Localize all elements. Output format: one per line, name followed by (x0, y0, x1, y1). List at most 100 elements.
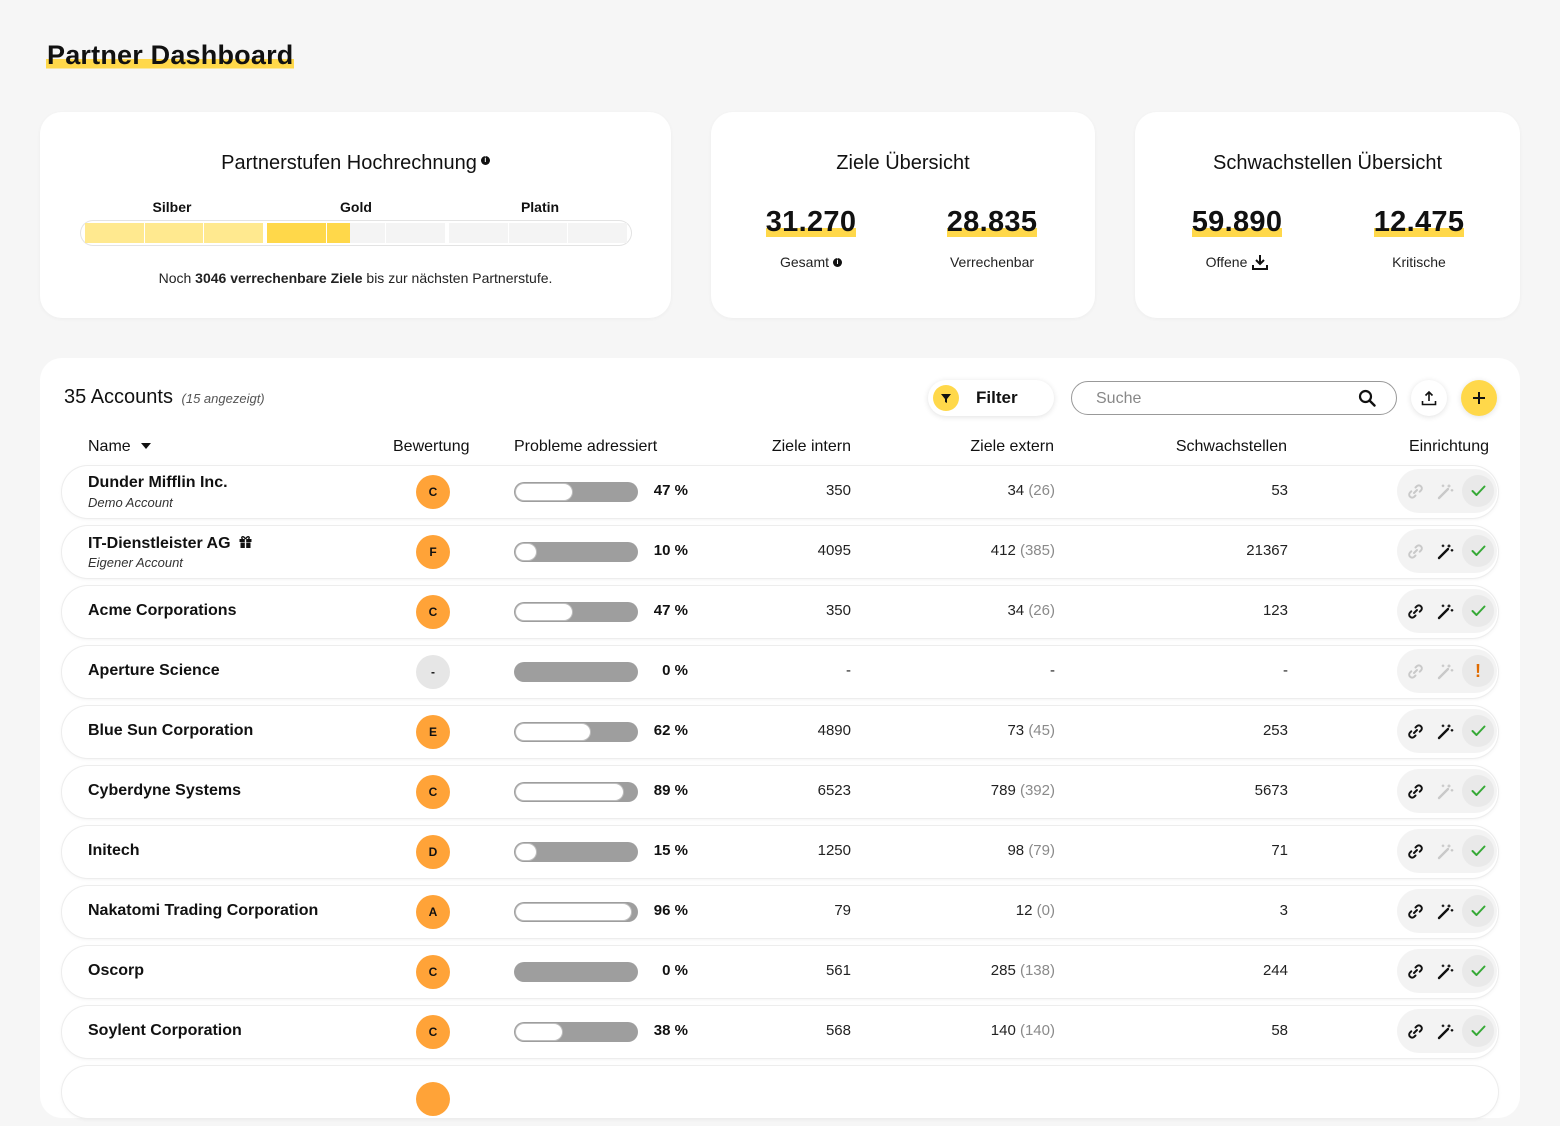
problems-percent: 38 % (653, 1022, 688, 1039)
col-problems[interactable]: Probleme adressiert (514, 438, 658, 455)
account-name[interactable]: Initech (88, 842, 140, 859)
goals-internal-value: - (846, 662, 851, 679)
col-weaknesses[interactable]: Schwachstellen (1175, 438, 1287, 455)
magic-wand-icon[interactable] (1430, 956, 1460, 986)
tier-note: Noch 3046 verrechenbare Ziele bis zur nä… (158, 270, 553, 286)
goals-total-value: 31.270 (765, 204, 857, 240)
account-row[interactable]: Acme Corporations C 47 % 350 34 (26) 123 (62, 586, 1498, 638)
problems-progress-fill (516, 604, 572, 620)
account-name[interactable]: Dunder Mifflin Inc. (88, 474, 228, 491)
check-icon[interactable] (1462, 475, 1494, 507)
col-name[interactable]: Name (88, 438, 152, 456)
goals-internal-value: 1250 (817, 842, 851, 859)
account-name[interactable]: IT-Dienstleister AG (88, 534, 253, 554)
search-icon[interactable] (1358, 389, 1376, 412)
goals-external-billable: (26) (1028, 482, 1055, 499)
account-name[interactable]: Aperture Science (88, 662, 220, 679)
weaknesses-value: 58 (1271, 1022, 1288, 1039)
magic-wand-icon[interactable] (1430, 596, 1460, 626)
account-name[interactable]: Nakatomi Trading Corporation (88, 902, 319, 919)
check-icon[interactable] (1462, 835, 1494, 867)
magic-wand-icon (1430, 656, 1460, 686)
rating-badge: C (416, 475, 450, 509)
account-name[interactable]: Soylent Corporation (88, 1022, 242, 1039)
weakness-overview-card: Schwachstellen Übersicht 59.890 Offene 1… (1135, 112, 1520, 318)
check-icon[interactable] (1462, 895, 1494, 927)
link-icon[interactable] (1400, 836, 1430, 866)
link-icon[interactable] (1400, 1016, 1430, 1046)
magic-wand-icon[interactable] (1430, 536, 1460, 566)
problems-progress-bar (514, 902, 638, 922)
col-setup[interactable]: Einrichtung (1408, 438, 1489, 455)
export-button[interactable] (1411, 380, 1447, 416)
account-name[interactable]: Acme Corporations (88, 602, 237, 619)
weak-open-value: 59.890 (1191, 204, 1283, 240)
rating-badge: F (416, 535, 450, 569)
link-icon (1400, 476, 1430, 506)
problems-progress-bar (514, 782, 638, 802)
goals-external-value: 12 (0) (1015, 902, 1055, 919)
link-icon[interactable] (1400, 956, 1430, 986)
check-icon[interactable] (1462, 1015, 1494, 1047)
account-row[interactable]: Blue Sun Corporation E 62 % 4890 73 (45) 253 (62, 706, 1498, 758)
col-rating[interactable]: Bewertung (393, 438, 470, 455)
link-icon (1400, 656, 1430, 686)
goals-internal-value: 350 (825, 482, 851, 499)
account-name[interactable]: Cyberdyne Systems (88, 782, 241, 799)
goals-internal-value: 4095 (817, 542, 851, 559)
account-name[interactable]: Oscorp (88, 962, 145, 979)
account-row[interactable]: Oscorp C 0 % 561 285 (138) 244 (62, 946, 1498, 998)
check-icon[interactable] (1462, 715, 1494, 747)
problems-progress-bar (514, 722, 638, 742)
weaknesses-value: 21367 (1246, 542, 1288, 559)
link-icon (1400, 536, 1430, 566)
setup-status (1397, 469, 1497, 513)
account-row[interactable]: Initech D 15 % 1250 98 (79) 71 (62, 826, 1498, 878)
filter-icon (933, 385, 959, 411)
setup-status (1397, 769, 1497, 813)
filter-button[interactable]: Filter (928, 380, 1054, 416)
check-icon[interactable] (1462, 595, 1494, 627)
goals-billable-value: 28.835 (946, 204, 1038, 240)
accounts-card: 35 Accounts (15 angezeigt) Filter Name B… (40, 358, 1520, 1118)
magic-wand-icon[interactable] (1430, 716, 1460, 746)
problems-percent: 47 % (653, 482, 688, 499)
link-icon[interactable] (1400, 596, 1430, 626)
warning-icon[interactable]: ! (1462, 655, 1494, 687)
account-name[interactable]: Blue Sun Corporation (88, 722, 254, 739)
account-row[interactable]: Soylent Corporation C 38 % 568 140 (140) 58 (62, 1006, 1498, 1058)
problems-progress-bar (514, 1022, 638, 1042)
account-row[interactable]: Dunder Mifflin Inc. Demo Account C 47 % 350 3… (62, 466, 1498, 518)
link-icon[interactable] (1400, 716, 1430, 746)
goals-internal-value: 561 (825, 962, 851, 979)
account-row[interactable]: Cyberdyne Systems C 89 % 6523 789 (392) 5673 (62, 766, 1498, 818)
check-icon[interactable] (1462, 535, 1494, 567)
account-row[interactable]: IT-Dienstleister AG Eigener Account F 10 % 4… (62, 526, 1498, 578)
search-input[interactable] (1094, 387, 1348, 411)
check-icon[interactable] (1462, 775, 1494, 807)
upload-icon (1421, 390, 1437, 406)
magic-wand-icon[interactable] (1430, 1016, 1460, 1046)
add-account-button[interactable] (1461, 380, 1497, 416)
sort-down-icon (141, 443, 152, 449)
goals-external-value: 34 (26) (1007, 602, 1055, 619)
tier-labels: Silber Gold Platin (80, 199, 632, 215)
setup-status: ! (1397, 649, 1497, 693)
magic-wand-icon[interactable] (1430, 896, 1460, 926)
info-icon[interactable]: i (833, 258, 842, 267)
account-row[interactable]: Aperture Science - 0 % - - -! (62, 646, 1498, 698)
info-icon[interactable]: i (480, 156, 490, 165)
col-goals-external[interactable]: Ziele extern (970, 438, 1054, 455)
tier-segment (85, 223, 145, 243)
account-row[interactable]: Nakatomi Trading Corporation A 96 % 79 12 (0… (62, 886, 1498, 938)
account-row[interactable] (62, 1066, 1498, 1118)
goals-external-value: 412 (385) (990, 542, 1055, 559)
problems-progress-bar (514, 962, 638, 982)
col-goals-internal[interactable]: Ziele intern (771, 438, 851, 455)
check-icon[interactable] (1462, 955, 1494, 987)
setup-status (1397, 589, 1497, 633)
link-icon[interactable] (1400, 776, 1430, 806)
download-icon[interactable] (1252, 254, 1269, 273)
weakness-card-title: Schwachstellen Übersicht (1213, 152, 1442, 174)
link-icon[interactable] (1400, 896, 1430, 926)
